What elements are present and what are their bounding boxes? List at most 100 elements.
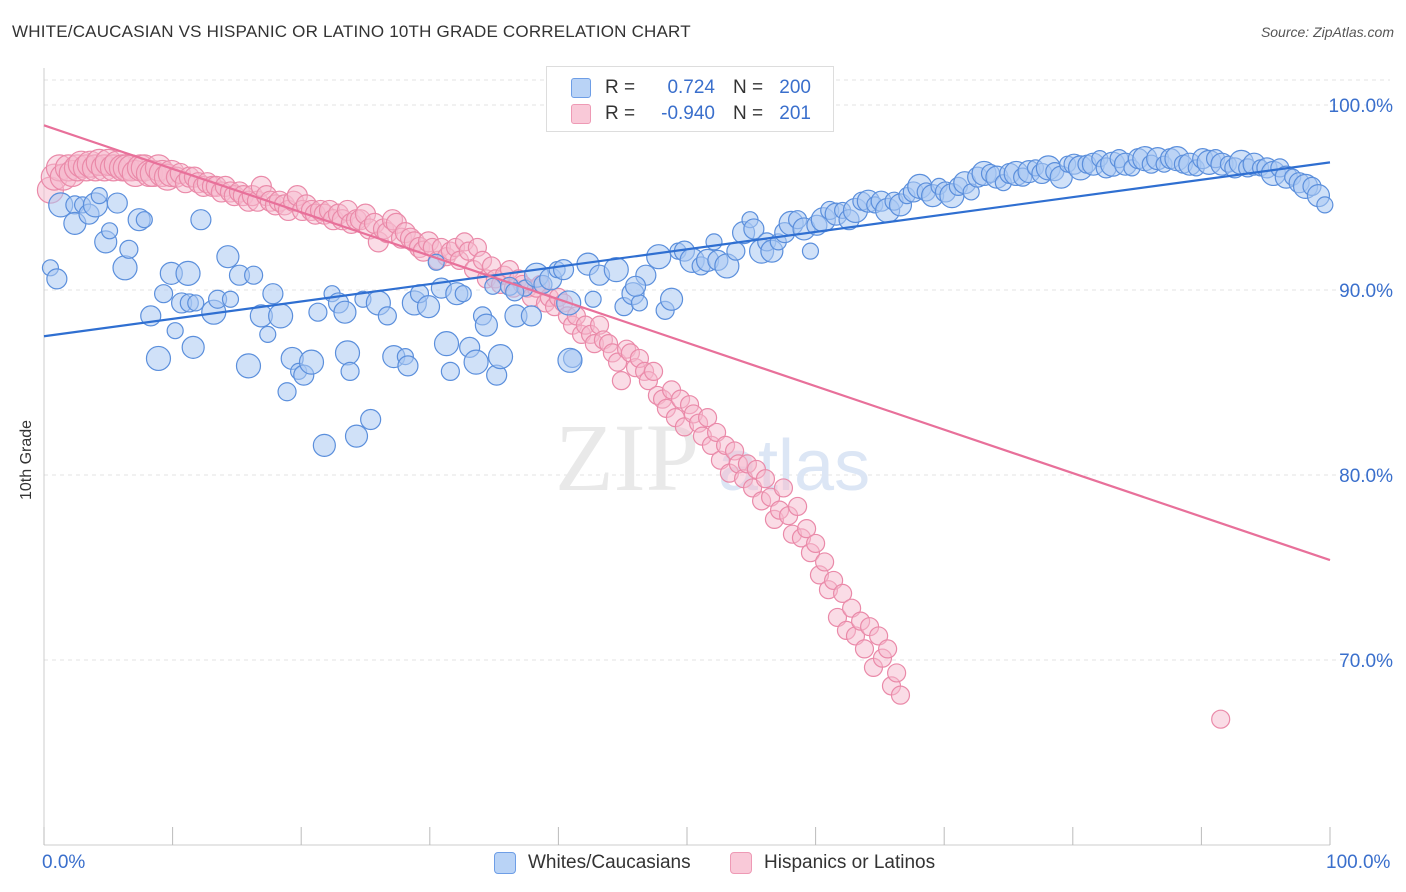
point-whites <box>259 325 277 343</box>
watermark: ZIP atlas <box>555 404 870 511</box>
point-whites <box>433 331 460 357</box>
point-whites <box>119 239 139 259</box>
point-whites <box>659 287 684 311</box>
r-value-whites: 0.724 <box>667 77 715 98</box>
point-whites <box>298 349 325 375</box>
x-tick-min: 0.0% <box>42 852 86 873</box>
point-whites <box>377 306 397 326</box>
point-whites <box>360 408 382 431</box>
point-whites <box>190 209 212 231</box>
point-whites <box>624 275 647 297</box>
point-whites <box>262 283 284 305</box>
point-whites <box>334 340 361 366</box>
point-hispanics <box>854 639 875 659</box>
point-whites <box>277 382 297 402</box>
n-value-hispanics: 201 <box>779 103 811 124</box>
n-label: N = <box>733 77 764 98</box>
point-whites <box>181 335 205 359</box>
point-whites <box>100 222 119 240</box>
legend-item-whites[interactable]: Whites/Caucasians <box>494 852 691 874</box>
y-tick-label: 80.0% <box>1339 466 1393 487</box>
point-whites <box>454 285 472 303</box>
point-whites <box>520 305 542 327</box>
y-tick-label: 90.0% <box>1339 281 1393 302</box>
n-value-whites: 200 <box>779 77 811 98</box>
point-hispanics <box>878 639 898 659</box>
point-whites <box>801 242 820 260</box>
point-hispanics <box>697 408 718 428</box>
point-whites <box>557 347 583 373</box>
point-whites <box>221 290 240 308</box>
point-hispanics <box>833 583 853 604</box>
point-whites <box>484 277 502 295</box>
point-whites <box>135 211 153 229</box>
point-whites <box>166 322 184 340</box>
whites-swatch <box>571 78 591 98</box>
point-whites <box>726 241 746 261</box>
point-whites <box>175 260 201 286</box>
r-label: R = <box>605 77 636 98</box>
point-whites <box>646 244 672 270</box>
point-whites <box>440 361 460 381</box>
trendline-whites <box>43 161 1331 338</box>
point-hispanics <box>643 361 664 381</box>
trendlines <box>43 124 1331 562</box>
point-whites <box>1316 196 1334 214</box>
y-tick-labels: 70.0% 80.0% 90.0% 100.0% <box>1329 96 1394 672</box>
y-tick-label: 70.0% <box>1339 651 1393 672</box>
source-label: Source: ZipAtlas.com <box>1260 24 1394 40</box>
point-whites <box>46 268 68 290</box>
r-label: R = <box>605 103 636 124</box>
point-whites <box>90 187 108 205</box>
point-whites <box>216 245 240 269</box>
point-hispanics <box>755 469 776 489</box>
legend-swatch-whites <box>494 852 516 874</box>
point-whites <box>145 345 172 372</box>
point-whites <box>743 218 765 240</box>
point-whites <box>463 349 489 375</box>
point-hispanics <box>796 519 817 539</box>
legend-swatch-hispanics <box>730 852 752 874</box>
point-hispanics <box>805 533 826 554</box>
legend-item-hispanics[interactable]: Hispanics or Latinos <box>730 852 935 874</box>
point-hispanics <box>611 371 632 391</box>
point-hispanics <box>887 663 907 683</box>
point-whites <box>106 192 128 214</box>
point-whites <box>603 257 629 283</box>
legend-label-hispanics: Hispanics or Latinos <box>764 852 936 873</box>
point-whites <box>584 290 602 308</box>
y-tick-label: 100.0% <box>1329 96 1394 117</box>
point-hispanics <box>815 552 835 572</box>
point-whites <box>487 344 514 370</box>
point-whites <box>552 259 575 281</box>
point-whites <box>244 265 264 285</box>
point-whites <box>235 353 262 379</box>
point-hispanics <box>787 496 808 517</box>
point-whites <box>344 424 369 448</box>
point-whites <box>112 255 138 281</box>
point-hispanics <box>1211 709 1231 729</box>
hispanics-swatch <box>571 104 591 124</box>
point-whites <box>268 303 294 329</box>
point-whites <box>187 294 205 312</box>
series-whites-points <box>41 146 1334 457</box>
n-label: N = <box>733 103 764 124</box>
legend-label-whites: Whites/Caucasians <box>528 852 691 873</box>
stats-row-whites: R = 0.724 N = 200 <box>571 75 811 101</box>
point-whites <box>416 295 441 319</box>
point-whites <box>505 282 525 302</box>
stats-legend: R = 0.724 N = 200 R = -0.940 N = 201 <box>546 66 834 132</box>
r-value-hispanics: -0.940 <box>661 103 715 124</box>
stats-row-hispanics: R = -0.940 N = 201 <box>571 101 811 127</box>
point-whites <box>308 302 328 322</box>
point-whites <box>333 300 357 324</box>
x-tick-max: 100.0% <box>1326 852 1391 873</box>
point-whites <box>474 313 498 337</box>
point-whites <box>340 361 360 381</box>
point-hispanics <box>773 478 794 498</box>
series-legend: Whites/Caucasians Hispanics or Latinos <box>0 850 1406 878</box>
chart-title: WHITE/CAUCASIAN VS HISPANIC OR LATINO 10… <box>12 22 691 41</box>
point-whites <box>397 355 419 377</box>
point-whites <box>630 294 649 312</box>
